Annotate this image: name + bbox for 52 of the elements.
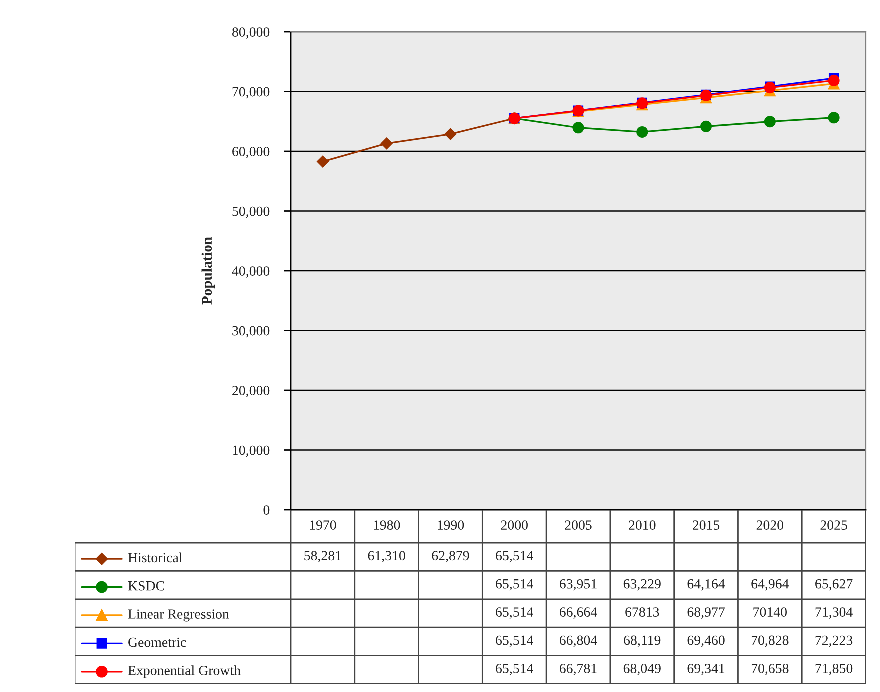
y-tick-label: 60,000 [232, 147, 270, 158]
y-tick-label: 10,000 [233, 446, 270, 458]
data-label: 66,664 [560, 608, 598, 619]
data-label: 61,310 [368, 551, 406, 563]
data-label: 69,341 [688, 664, 725, 676]
data-label: 71,304 [816, 608, 853, 619]
data-label: 64,964 [752, 579, 790, 591]
x-tick-label: 2025 [820, 520, 848, 530]
data-label: 71,850 [816, 664, 853, 676]
data-label: 70140 [754, 608, 787, 617]
data-label: 65,514 [496, 664, 534, 676]
data-label: 65,514 [496, 636, 534, 648]
data-label: 65,514 [496, 608, 534, 619]
y-tick-label: 70,000 [232, 87, 270, 99]
legend-label: Linear Regression [128, 610, 230, 622]
y-tick-label: 40,000 [232, 266, 270, 278]
y-tick-label: 80,000 [232, 28, 270, 39]
data-label: 69,460 [688, 636, 725, 648]
y-tick-label: 30,000 [232, 326, 270, 338]
legend-label: Geometric [128, 638, 186, 648]
legend-label: Exponential Growth [128, 666, 241, 678]
x-tick-label: 2015 [693, 520, 720, 530]
data-label: 66,781 [560, 664, 597, 676]
y-tick-label: 20,000 [232, 386, 270, 398]
data-label: 65,627 [816, 579, 853, 591]
data-label: 62,879 [432, 551, 470, 563]
y-axis-title: Population [202, 237, 215, 305]
data-label: 68,977 [688, 608, 725, 619]
data-label: 63,951 [560, 579, 597, 591]
y-tick-label: 0 [264, 506, 270, 515]
data-label: 58,281 [304, 551, 342, 563]
data-label: 70,658 [752, 664, 789, 676]
data-label: 68,049 [624, 664, 661, 676]
legend-label: KSDC [128, 581, 164, 591]
data-label: 65,514 [496, 551, 534, 563]
x-tick-label: 2020 [756, 520, 784, 530]
x-tick-label: 2000 [501, 520, 528, 530]
x-tick-label: 2005 [565, 520, 592, 530]
x-tick-label: 1980 [374, 520, 400, 530]
data-label: 72,223 [816, 636, 853, 648]
x-tick-label: 1970 [310, 520, 336, 530]
data-label: 67813 [626, 608, 660, 617]
data-label: 66,804 [560, 636, 598, 648]
x-tick-label: 1990 [438, 520, 464, 530]
data-label: 63,229 [624, 579, 661, 591]
y-tick-label: 50,000 [232, 206, 270, 218]
data-label: 68,119 [624, 636, 661, 648]
data-label: 65,514 [496, 579, 534, 591]
data-label: 64,164 [688, 579, 726, 591]
data-label: 70,828 [752, 636, 789, 648]
x-tick-label: 2010 [629, 520, 656, 530]
legend-label: Historical [128, 552, 182, 563]
